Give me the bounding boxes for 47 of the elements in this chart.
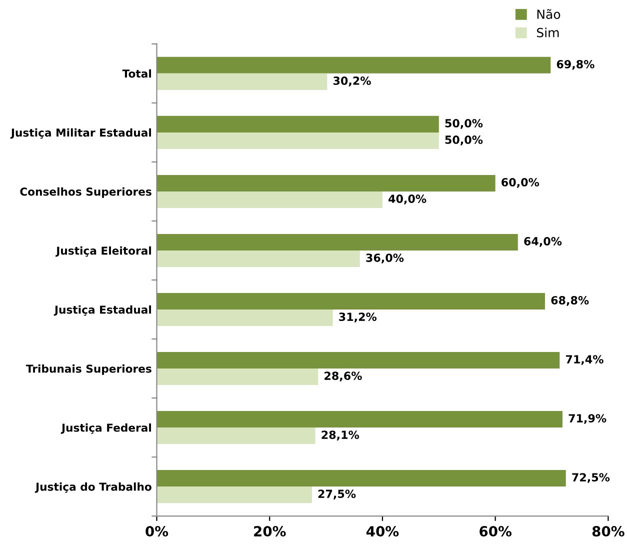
data-label: 71,9% [568,414,606,424]
bar [156,132,439,149]
data-label: 50,0% [445,136,483,146]
y-tick-label: Justiça Militar Estadual [10,128,151,139]
bar [156,56,551,74]
y-tick-label: Justiça do Trabalho [34,482,152,493]
bar [156,116,439,132]
bar [156,310,333,326]
bar [156,73,328,90]
bar [156,428,316,444]
data-label: 69,8% [556,60,594,70]
legend-label: Não [537,9,560,19]
bar [156,234,518,250]
bar [156,368,318,386]
data-label: 60,0% [502,178,540,188]
x-tick-label: 40% [366,526,399,537]
y-tick-label: Justiça Federal [60,423,151,434]
data-label: 68,8% [551,296,589,306]
data-label: 64,0% [524,237,562,247]
bar [156,174,496,192]
data-label: 36,0% [366,254,404,264]
bar [156,411,562,428]
y-tick-label: Total [122,69,151,78]
data-label: 28,1% [322,430,360,440]
y-tick-label: Justiça Estadual [54,305,151,316]
data-label: 27,5% [318,490,356,500]
data-label: 30,2% [333,76,371,86]
y-tick-label: Tribunais Superiores [26,364,152,375]
x-tick-label: 20% [254,526,286,537]
data-label: 50,0% [445,119,483,129]
x-tick-label: 60% [480,526,512,537]
x-tick-label: 0% [146,526,168,537]
bar [156,191,382,208]
data-label: 31,2% [339,312,377,322]
x-tick-label: 80% [592,526,624,537]
y-tick-label: Justiça Eleitoral [56,246,151,257]
bar [156,352,560,369]
data-label: 40,0% [388,194,426,204]
data-label: 28,6% [324,372,362,382]
bar [156,470,566,487]
bar [156,292,545,310]
y-tick-label: Conselhos Superiores [20,187,152,198]
bar [156,250,360,268]
legend-label: Sim [536,28,559,38]
bar [156,486,312,504]
data-label: 71,4% [566,355,604,365]
data-label: 72,5% [572,473,610,483]
